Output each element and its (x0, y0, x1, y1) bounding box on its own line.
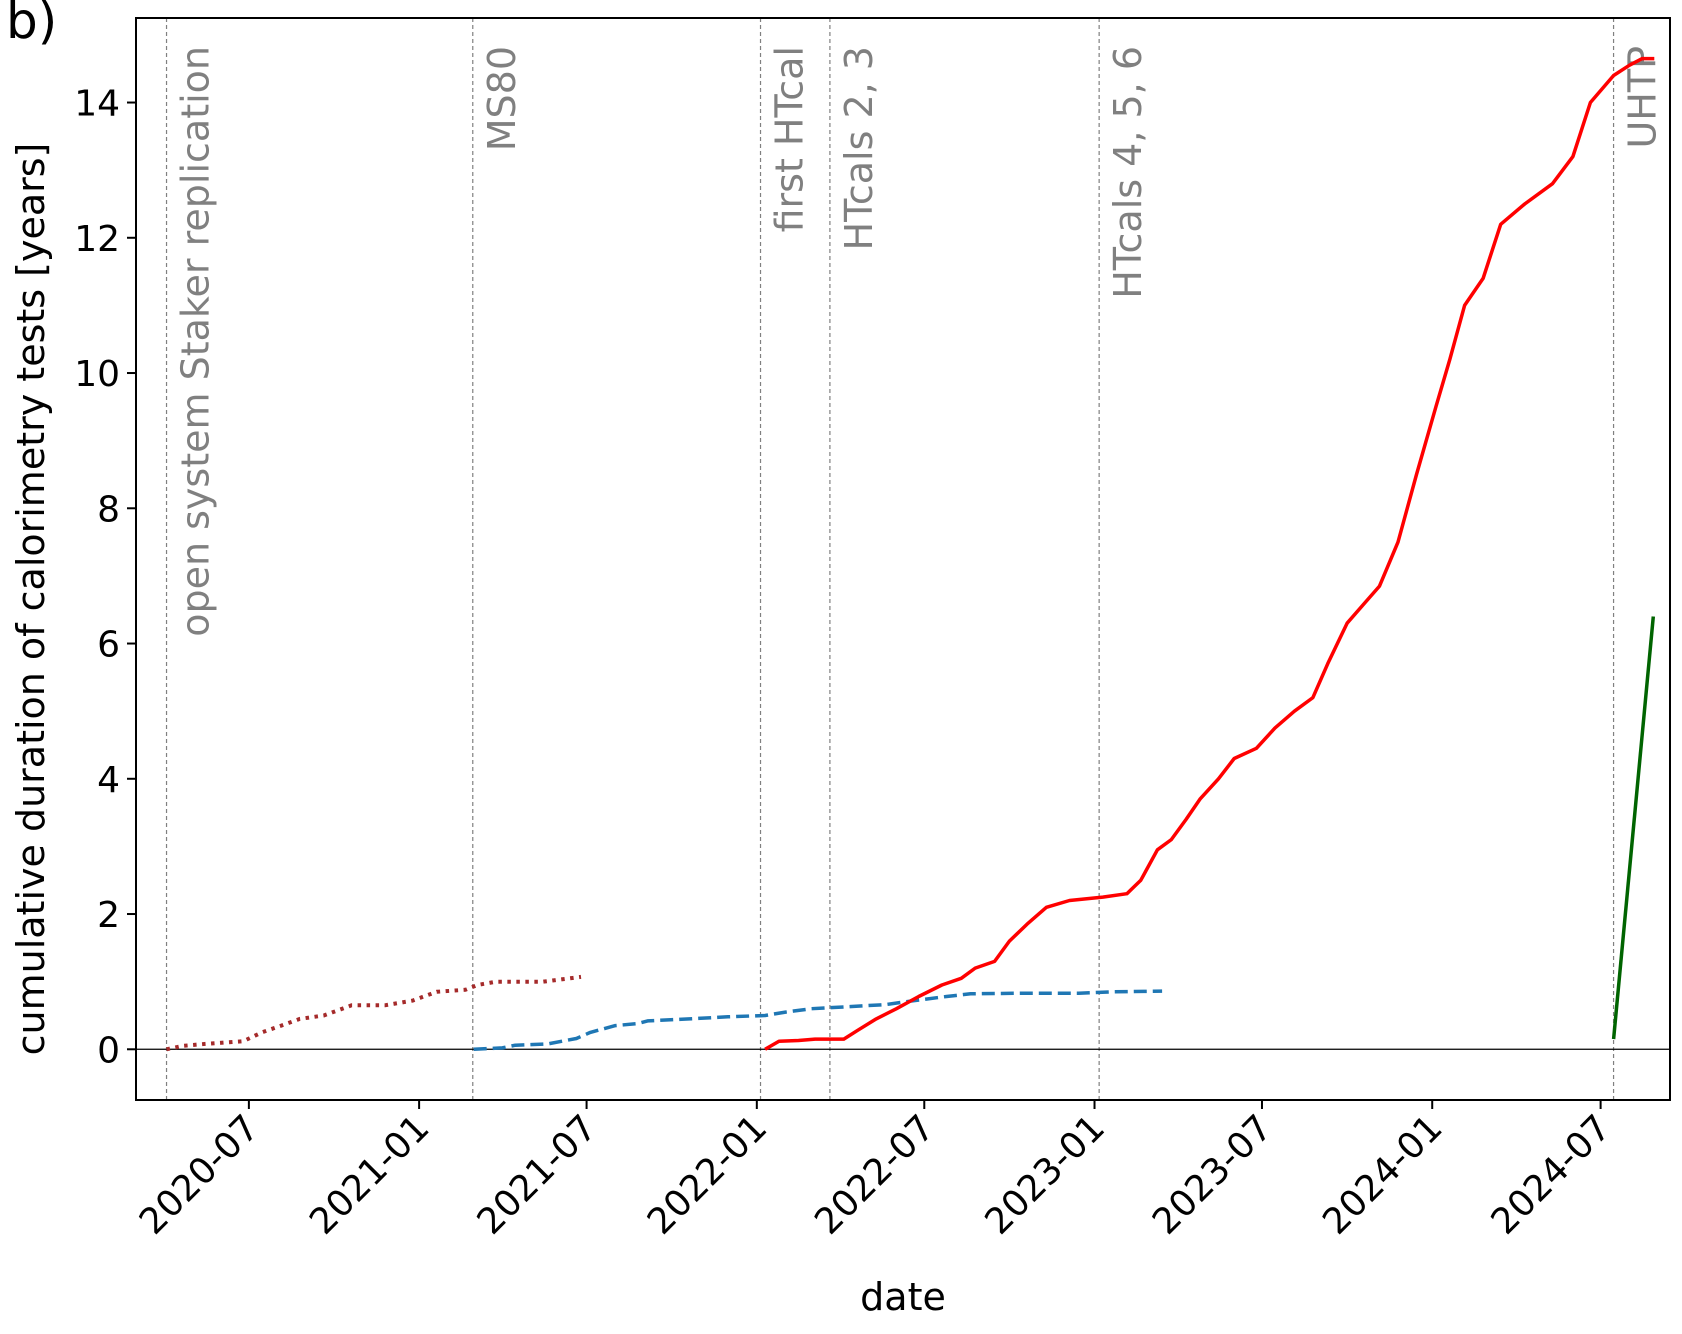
y-axis-ticks: 0 2 4 6 8 10 12 14 (74, 84, 136, 1071)
event-label: HTcals 2, 3 (837, 46, 881, 250)
event-label: UHTP (1621, 46, 1665, 149)
x-axis-ticks: 2020-07 2021-01 2021-07 2022-01 2022-07 2023-… (132, 1100, 1619, 1243)
plot-frame (135, 17, 1671, 1101)
y-axis-label: cumulative duration of calorimetry tests… (9, 143, 53, 1056)
y-tick-label: 2 (97, 895, 120, 936)
x-tick-label: 2021-01 (302, 1107, 437, 1242)
x-tick-label: 2023-01 (978, 1107, 1113, 1242)
y-tick-label: 8 (97, 489, 120, 530)
event-label: HTcals 4, 5, 6 (1106, 46, 1150, 299)
y-tick-label: 14 (74, 84, 120, 125)
x-tick-label: 2022-07 (807, 1107, 942, 1242)
y-tick-label: 6 (97, 625, 120, 666)
x-axis-label: date (860, 1275, 946, 1319)
x-tick-label: 2021-07 (470, 1107, 605, 1242)
y-tick-label: 10 (74, 354, 120, 395)
event-label: MS80 (480, 46, 524, 151)
event-markers: open system Staker replication MS80 first … (165, 18, 1665, 1100)
y-tick-label: 12 (74, 219, 120, 260)
x-tick-label: 2024-01 (1315, 1107, 1450, 1242)
series-2-line (764, 56, 1655, 1051)
x-tick-label: 2023-07 (1145, 1107, 1280, 1242)
y-tick-label: 0 (97, 1030, 120, 1071)
x-tick-label: 2020-07 (132, 1107, 267, 1242)
series-group (166, 56, 1656, 1052)
x-tick-label: 2024-07 (1484, 1107, 1619, 1242)
event-label: first HTcal (768, 46, 812, 232)
x-tick-label: 2022-01 (640, 1107, 775, 1242)
series-0-line (166, 974, 582, 1052)
event-label: open system Staker replication (174, 46, 218, 637)
panel-label-holder: b) (6, 0, 58, 50)
series-1-line (473, 989, 1163, 1052)
y-tick-label: 4 (97, 760, 120, 801)
series-3-line (1611, 616, 1656, 1040)
